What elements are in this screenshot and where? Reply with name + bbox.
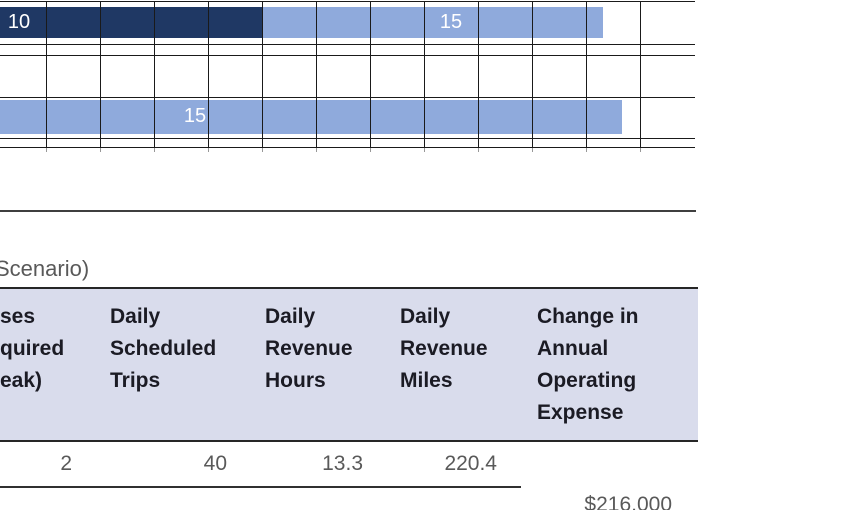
header-cell-buses-required: ses quired eak) xyxy=(0,305,65,392)
table-header-row: ses quired eak) Daily Scheduled Trips Da… xyxy=(0,289,698,440)
table-data-row: 2 40 13.3 220.4 xyxy=(0,442,698,486)
header-cell-daily-revenue-hours: Daily Revenue Hours xyxy=(265,305,353,392)
header-cell-daily-scheduled-trips: Daily Scheduled Trips xyxy=(110,305,217,392)
cell-daily-scheduled-trips: 40 xyxy=(203,452,227,475)
cell-daily-revenue-miles: 220.4 xyxy=(444,452,497,475)
cell-daily-revenue-hours: 13.3 xyxy=(322,452,363,475)
headway-chart: 10 15 15 xyxy=(0,0,695,153)
header-cell-daily-revenue-miles: Daily Revenue Miles xyxy=(400,305,488,392)
header-cell-change-annual-operating-expense: Change in Annual Operating Expense xyxy=(537,305,639,424)
chart-axis-ticks xyxy=(0,148,695,152)
table-row-bottom-border xyxy=(0,486,521,488)
section-divider-rule xyxy=(0,210,696,212)
metrics-table: ses quired eak) Daily Scheduled Trips Da… xyxy=(0,287,698,510)
table-top-border xyxy=(0,287,698,289)
table-title-fragment: Scenario) xyxy=(0,256,90,281)
chart-gridlines-vertical xyxy=(0,1,695,148)
bar-value-label: 15 xyxy=(439,11,463,33)
bar-value-label: 10 xyxy=(7,11,31,33)
table-header-bottom-border xyxy=(0,440,698,442)
cell-change-annual-operating-expense: $216,000 xyxy=(584,493,672,510)
bar-value-label: 15 xyxy=(183,105,207,127)
cell-buses-required: 2 xyxy=(60,452,72,475)
